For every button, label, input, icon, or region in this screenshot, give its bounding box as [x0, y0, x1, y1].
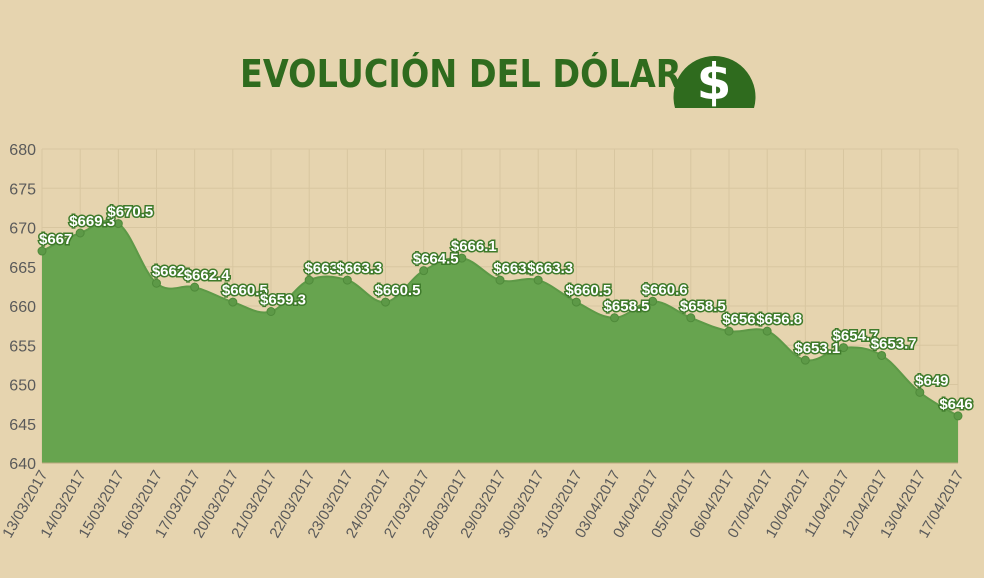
data-point	[915, 387, 925, 397]
y-tick-label: 670	[9, 221, 36, 238]
chart-title: EVOLUCIÓN DEL DÓLAR	[240, 52, 682, 96]
data-label: $662.4	[184, 267, 231, 284]
y-tick-label: 660	[9, 299, 36, 316]
data-label: $664.5	[413, 251, 459, 268]
data-label: $653.7	[871, 335, 917, 352]
data-point	[571, 297, 581, 307]
data-point	[152, 278, 161, 288]
data-point	[877, 350, 887, 360]
data-label: $659.3	[260, 291, 306, 308]
data-label: $663.3	[336, 260, 382, 277]
data-label: $670.5	[107, 204, 153, 221]
data-point	[953, 411, 963, 421]
data-label: $660.5	[565, 282, 611, 299]
data-point	[724, 326, 734, 336]
data-point	[342, 275, 352, 285]
data-label: $658.5	[680, 298, 726, 315]
data-point	[495, 275, 505, 285]
data-point	[610, 313, 619, 323]
data-label: $656.	[722, 311, 760, 328]
data-label: $658.5	[604, 298, 650, 315]
data-label: $663.	[493, 260, 531, 277]
data-point	[686, 313, 696, 323]
y-tick-label: 640	[9, 456, 36, 473]
data-label: $663.3	[527, 260, 573, 277]
data-point	[762, 326, 772, 336]
data-label: $662	[152, 263, 185, 280]
y-tick-label: 655	[9, 338, 36, 355]
data-point	[457, 253, 467, 263]
data-label: $656.8	[756, 311, 802, 328]
data-point	[533, 275, 543, 285]
dollar-sign-icon: $	[673, 53, 756, 111]
data-label: $666.1	[451, 238, 497, 255]
svg-text:$: $	[697, 53, 732, 111]
data-point	[381, 297, 390, 307]
data-point	[113, 219, 123, 229]
data-label: $669.3	[69, 213, 115, 230]
data-point	[75, 228, 85, 238]
data-point	[228, 297, 238, 307]
data-point	[839, 343, 848, 353]
data-point	[648, 296, 658, 306]
data-label: $653.1	[794, 340, 840, 357]
data-label: $660.5	[375, 282, 421, 299]
data-point	[266, 306, 276, 316]
data-label: $667	[39, 231, 72, 248]
data-point	[800, 355, 810, 365]
y-tick-label: 650	[9, 378, 36, 395]
y-tick-label: 680	[9, 142, 36, 159]
data-label: $660.5	[222, 282, 268, 299]
data-label: $663	[304, 260, 337, 277]
data-point	[37, 246, 47, 256]
data-point	[419, 266, 429, 276]
data-label: $660.6	[642, 281, 688, 298]
data-label: $646	[939, 396, 972, 413]
data-label: $649	[915, 372, 948, 389]
data-point	[304, 275, 314, 285]
area-series	[42, 220, 958, 463]
y-tick-label: 675	[9, 181, 36, 198]
y-tick-label: 645	[9, 417, 36, 434]
data-label: $654.7	[833, 328, 879, 345]
data-point	[190, 282, 200, 292]
y-tick-label: 665	[9, 260, 36, 277]
